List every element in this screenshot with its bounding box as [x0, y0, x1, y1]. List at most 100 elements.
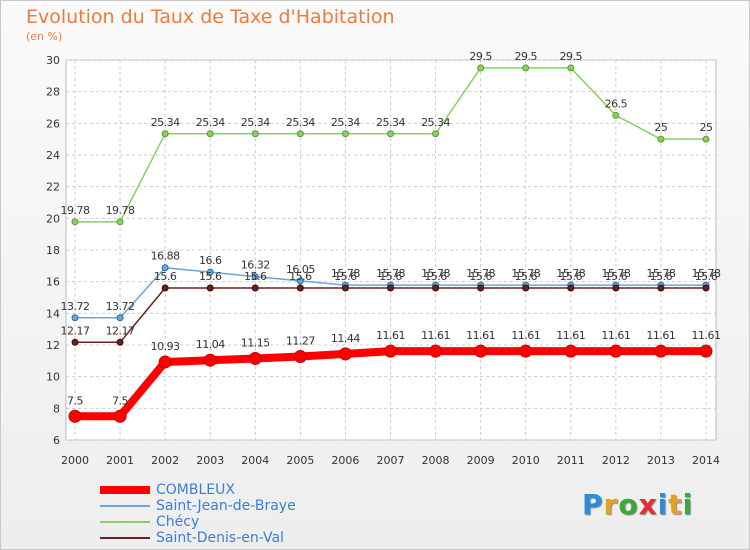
data-point [71, 314, 79, 322]
x-tick-label: 2013 [647, 454, 675, 467]
y-tick-label: 18 [46, 244, 60, 257]
data-point [612, 284, 620, 292]
x-tick-label: 2009 [467, 454, 495, 467]
data-point [657, 135, 665, 143]
data-label: 7.5 [67, 394, 83, 407]
data-point [113, 409, 127, 423]
chart-title: Evolution du Taux de Taxe d'Habitation [26, 6, 395, 28]
data-point [293, 350, 307, 364]
data-label: 11.61 [511, 329, 540, 342]
data-label: 15.6 [650, 270, 673, 283]
legend-item: Chécy [100, 514, 296, 530]
x-tick-label: 2001 [106, 454, 134, 467]
data-point [477, 64, 485, 72]
data-label: 7.5 [112, 394, 128, 407]
legend: COMBLEUX Saint-Jean-de-Braye Chécy Saint-De… [100, 482, 296, 546]
legend-label: Saint-Denis-en-Val [156, 530, 284, 546]
data-point [296, 284, 304, 292]
data-label: 16.32 [241, 259, 270, 272]
data-label: 29.5 [514, 50, 537, 63]
data-label: 25 [654, 121, 667, 134]
legend-item: COMBLEUX [100, 482, 296, 498]
data-label: 25 [700, 121, 713, 134]
data-point [522, 284, 530, 292]
data-point [567, 64, 575, 72]
data-label: 26.5 [605, 97, 628, 110]
data-point [296, 130, 304, 138]
data-label: 13.72 [106, 300, 135, 313]
data-point [161, 264, 169, 272]
y-tick-label: 10 [46, 371, 60, 384]
series-1 [71, 264, 710, 322]
grid [65, 59, 717, 441]
data-label: 16.6 [199, 254, 222, 267]
data-label: 11.44 [331, 332, 360, 345]
data-point [612, 111, 620, 119]
data-point [429, 344, 443, 358]
data-label: 25.34 [421, 116, 450, 129]
legend-swatch [100, 505, 150, 507]
y-tick-label: 24 [46, 149, 60, 162]
data-label: 15.6 [379, 270, 402, 283]
data-label: 15.78 [646, 267, 675, 280]
data-label: 11.61 [692, 329, 721, 342]
data-point [248, 351, 262, 365]
data-label: 11.61 [556, 329, 585, 342]
series-3 [71, 284, 710, 346]
x-tick-label: 2005 [286, 454, 314, 467]
data-label: 15.6 [695, 270, 718, 283]
y-tick-label: 16 [46, 276, 60, 289]
data-point [116, 338, 124, 346]
data-point [71, 218, 79, 226]
data-label: 15.6 [424, 270, 447, 283]
x-tick-label: 2003 [196, 454, 224, 467]
data-label: 12.17 [106, 324, 135, 337]
y-tick-label: 30 [46, 54, 60, 67]
logo-letter: t [668, 488, 683, 521]
data-label: 25.34 [241, 116, 270, 129]
series-layer [68, 64, 713, 423]
x-tick-label: 2004 [241, 454, 269, 467]
legend-swatch [100, 486, 150, 494]
logo-letter: x [638, 488, 658, 521]
data-label: 13.72 [61, 300, 90, 313]
y-tick-label: 6 [53, 434, 60, 447]
x-tick-label: 2008 [422, 454, 450, 467]
chart-unit: (en %) [26, 30, 63, 43]
data-point [699, 344, 713, 358]
data-label: 11.61 [466, 329, 495, 342]
data-label: 15.78 [376, 267, 405, 280]
logo-letter: i [657, 488, 669, 521]
logo-letter: r [603, 488, 619, 521]
data-label: 11.61 [601, 329, 630, 342]
data-label: 15.6 [514, 270, 537, 283]
logo-letter: P [582, 488, 604, 521]
line-chart: 6 8 10 12 14 16 18 20 22 24 26 28 30 2000 2001 2002 2003… [46, 50, 722, 467]
data-point [206, 130, 214, 138]
data-point [296, 277, 304, 285]
series-2 [71, 64, 710, 226]
legend-label: Chécy [156, 514, 200, 530]
data-point [432, 284, 440, 292]
data-label: 15.78 [692, 267, 721, 280]
data-label: 11.04 [196, 338, 225, 351]
data-point [338, 347, 352, 361]
data-labels: 7.5 7.5 10.93 11.04 11.15 11.27 11.44 11.61 11.6… [61, 50, 722, 407]
data-point [341, 130, 349, 138]
legend-label: COMBLEUX [156, 482, 235, 498]
data-point [251, 273, 259, 281]
data-label: 15.6 [560, 270, 583, 283]
data-label: 15.78 [601, 267, 630, 280]
data-point [474, 344, 488, 358]
data-label: 15.6 [469, 270, 492, 283]
data-point [657, 284, 665, 292]
data-label: 19.78 [106, 204, 135, 217]
data-label: 15.78 [511, 267, 540, 280]
data-point [206, 284, 214, 292]
data-point [387, 284, 394, 292]
data-point [702, 135, 710, 143]
y-tick-label: 20 [46, 212, 60, 225]
data-point [384, 344, 397, 358]
y-tick-label: 8 [53, 402, 60, 415]
x-tick-label: 2000 [61, 454, 89, 467]
